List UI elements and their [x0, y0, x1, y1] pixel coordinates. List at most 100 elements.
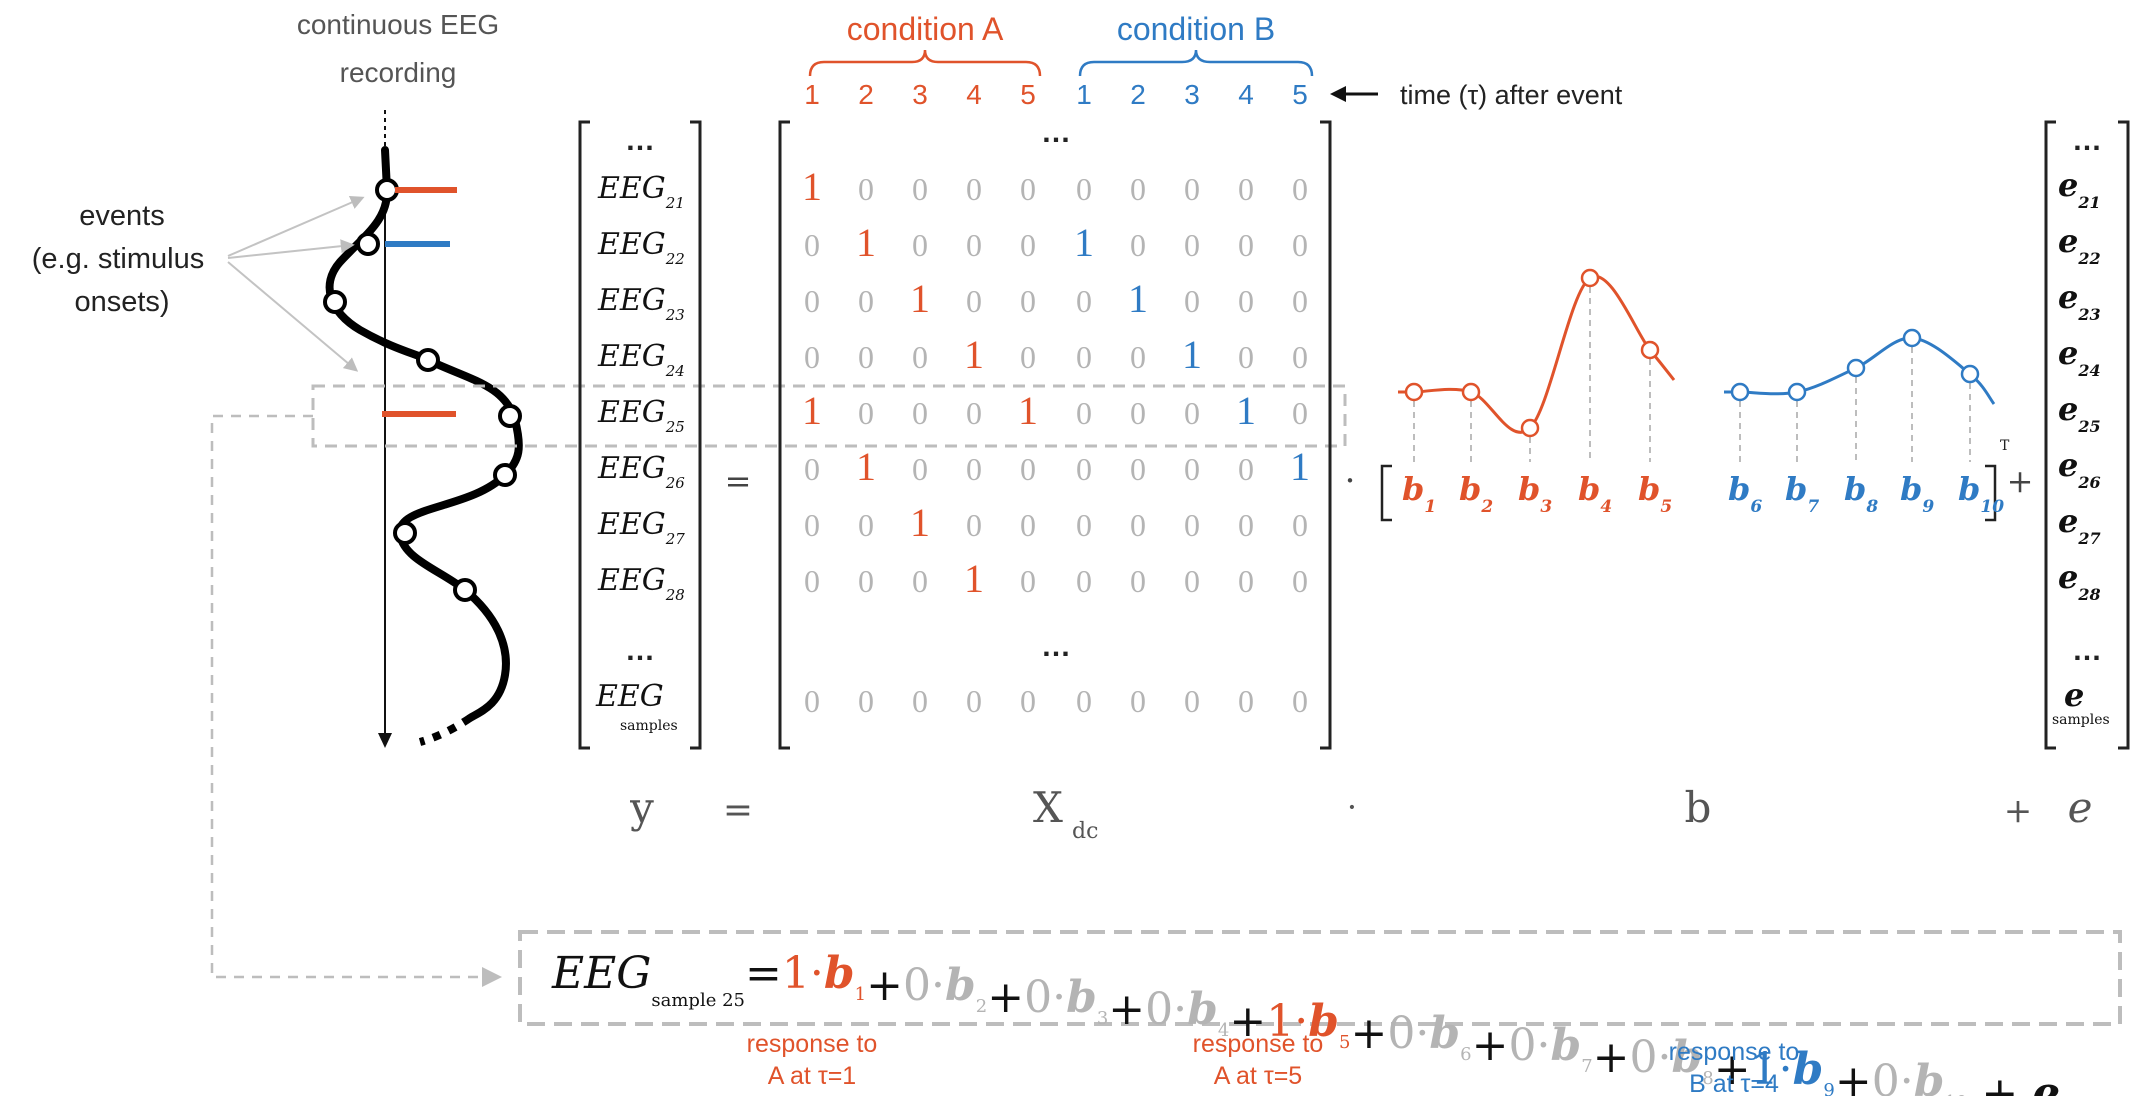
- matrix-cell: 0: [1130, 227, 1146, 263]
- event-pointer-arrow: [227, 239, 355, 259]
- e-right-bracket: [2118, 120, 2130, 750]
- response-point: [1846, 358, 1866, 378]
- matrix-cell: 0: [1238, 507, 1254, 543]
- e-ellipsis-top: …: [2072, 124, 2102, 157]
- eq-x: X: [1033, 783, 1063, 832]
- response-point: [1580, 268, 1600, 288]
- matrix-cell: 0: [1020, 339, 1036, 375]
- matrix-cell: 0: [1020, 451, 1036, 487]
- multiply-dot: ·: [1345, 461, 1356, 501]
- matrix-cell: 1: [910, 500, 930, 545]
- y-entry: EEG25: [597, 395, 685, 436]
- matrix-cell: 1: [1236, 388, 1256, 433]
- eq-x-subscript: dc: [1072, 819, 1098, 844]
- eeg-sample-marker: [393, 521, 417, 545]
- events-label-line: events: [79, 200, 164, 232]
- eeg-trace-continuation: [418, 714, 473, 746]
- e-vector-brackets: [2044, 120, 2130, 750]
- condition-b-brace: [1078, 49, 1314, 77]
- matrix-cell: 0: [1238, 563, 1254, 599]
- matrix-cell: 0: [912, 227, 928, 263]
- design-matrix: 1 0 0 0 0 0 0 0 0 00 1 0 0 0 1 0 0 0 00 0 1 0 0 0 1 0 0 00 0 0 1 0 0 0 1 0 0…: [802, 164, 1310, 719]
- matrix-cell: 0: [1020, 227, 1036, 263]
- matrix-cell: 0: [1292, 563, 1308, 599]
- matrix-cell: 0: [966, 283, 982, 319]
- eeg-sample-marker: [375, 178, 399, 202]
- matrix-cell: 0: [1130, 171, 1146, 207]
- matrix-cell: 0: [966, 683, 982, 719]
- recording-title-line2: recording: [340, 57, 457, 88]
- b-entry: b8: [1844, 470, 1878, 517]
- e-entry: e22: [2058, 222, 2101, 268]
- y-right-bracket: [690, 120, 702, 750]
- y-entry: EEG22: [597, 227, 685, 268]
- matrix-cell: 0: [1130, 683, 1146, 719]
- matrix-cell: 0: [858, 507, 874, 543]
- matrix-cell: 0: [1184, 451, 1200, 487]
- y-vector: EEG21 EEG22 EEG23 EEG24 EEG25 EEG26 EEG27 EEG28…: [595, 171, 685, 734]
- x-ellipsis-bottom: …: [1041, 630, 1071, 663]
- b-entry: b5: [1638, 470, 1672, 517]
- b-entry: b2: [1459, 470, 1493, 517]
- matrix-cell: 0: [804, 227, 820, 263]
- matrix-cell: 0: [966, 395, 982, 431]
- e-entry: e24: [2058, 334, 2101, 380]
- sample-25-equation-box: [518, 930, 2122, 1026]
- x-left-bracket: [778, 120, 790, 750]
- matrix-cell: 1: [1074, 220, 1094, 265]
- matrix-cell: 0: [1292, 507, 1308, 543]
- response-point: [1902, 328, 1922, 348]
- y-ellipsis-top: …: [625, 124, 655, 157]
- matrix-cell: 1: [856, 444, 876, 489]
- matrix-cell: 0: [804, 563, 820, 599]
- matrix-cell: 0: [912, 339, 928, 375]
- e-entry: e28: [2058, 558, 2101, 604]
- response-curve-line: [1398, 274, 1676, 434]
- time-arrow-head: [1330, 86, 1346, 102]
- transpose-mark: T: [2000, 438, 2010, 454]
- e-ellipsis-bottom: …: [2072, 634, 2102, 667]
- e-left-bracket: [2044, 120, 2056, 750]
- matrix-cell: 1: [1018, 388, 1038, 433]
- tau-index: 1: [1076, 79, 1092, 110]
- response-curves: [1398, 268, 1996, 462]
- time-axis-head: [378, 733, 392, 748]
- plus-sign: +: [2007, 462, 2034, 500]
- matrix-cell: 0: [1130, 339, 1146, 375]
- eeg-sample-marker: [323, 290, 347, 314]
- matrix-cell: 0: [858, 171, 874, 207]
- tau-index: 2: [858, 79, 874, 110]
- x-ellipsis-top: …: [1041, 116, 1071, 149]
- matrix-cell: 0: [1238, 171, 1254, 207]
- matrix-cell: 0: [1184, 395, 1200, 431]
- matrix-cell: 0: [804, 507, 820, 543]
- recording-title-line1: continuous EEG: [297, 9, 499, 40]
- eeg-trace: [325, 146, 523, 722]
- matrix-cell: 0: [858, 563, 874, 599]
- condition-a-label: condition A: [847, 11, 1004, 47]
- matrix-cell: 0: [966, 227, 982, 263]
- eq-e: e: [2068, 783, 2093, 832]
- matrix-cell: 0: [1184, 507, 1200, 543]
- matrix-cell: 0: [1020, 507, 1036, 543]
- eeg-sample-marker: [356, 232, 380, 256]
- matrix-cell: 1: [1182, 332, 1202, 377]
- tau-index-row: 1 2 3 4 5 1 2 3 4 5: [804, 79, 1308, 110]
- matrix-cell: 0: [804, 339, 820, 375]
- b-vector: b1 b2 b3 b4 b5 b6 b7 b8 b9 b10: [1402, 470, 2004, 517]
- tau-index: 1: [804, 79, 820, 110]
- annotation-line: response to: [1193, 1030, 1324, 1058]
- eq-dot: ·: [1347, 788, 1357, 826]
- b-entry: b10: [1958, 470, 2004, 517]
- matrix-cell: 1: [856, 220, 876, 265]
- matrix-cell: 0: [804, 283, 820, 319]
- y-entry-last: EEG: [595, 679, 664, 714]
- matrix-cell: 0: [1292, 227, 1308, 263]
- matrix-cell: 0: [1292, 395, 1308, 431]
- annotation-line: response to: [747, 1030, 878, 1058]
- matrix-cell: 0: [1130, 563, 1146, 599]
- matrix-cell: 0: [1020, 683, 1036, 719]
- matrix-cell: 0: [1020, 283, 1036, 319]
- matrix-cell: 0: [1184, 171, 1200, 207]
